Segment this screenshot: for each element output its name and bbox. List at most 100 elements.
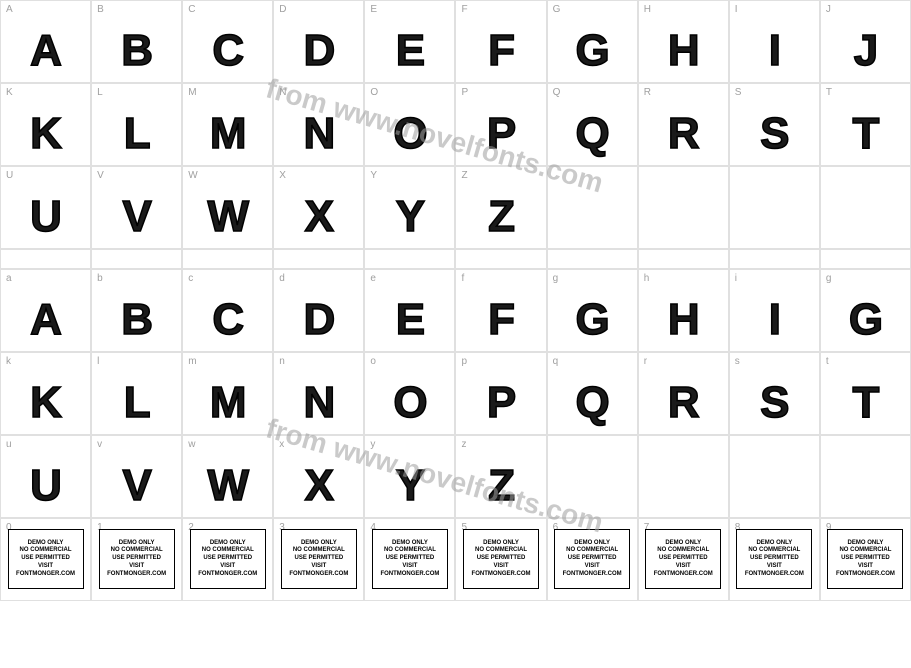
- glyph-cell: xX: [273, 435, 364, 518]
- glyph-cell: 4DEMO ONLYNO COMMERCIALUSE PERMITTEDVISI…: [364, 518, 455, 601]
- glyph-cell: 6DEMO ONLYNO COMMERCIALUSE PERMITTEDVISI…: [547, 518, 638, 601]
- glyph-display: I: [769, 26, 780, 76]
- glyph-cell: nN: [273, 352, 364, 435]
- glyph-cell-label: m: [188, 356, 196, 367]
- glyph-display: K: [30, 109, 61, 159]
- demo-notice-box: DEMO ONLYNO COMMERCIALUSE PERMITTEDVISIT…: [99, 529, 175, 589]
- demo-notice-line: VISIT: [830, 563, 900, 571]
- glyph-cell: 0DEMO ONLYNO COMMERCIALUSE PERMITTEDVISI…: [0, 518, 91, 601]
- glyph-cell-label: t: [826, 356, 829, 367]
- glyph-cell-label: k: [6, 356, 11, 367]
- glyph-cell: kK: [0, 352, 91, 435]
- glyph-cell: 7DEMO ONLYNO COMMERCIALUSE PERMITTEDVISI…: [638, 518, 729, 601]
- glyph-cell-label: v: [97, 439, 102, 450]
- glyph-cell-label: U: [6, 170, 13, 181]
- spacer-cell: [0, 249, 91, 269]
- demo-notice-line: DEMO ONLY: [284, 540, 354, 548]
- spacer-cell: [638, 249, 729, 269]
- glyph-display: A: [30, 295, 61, 345]
- glyph-cell: tT: [820, 352, 911, 435]
- glyph-display: O: [393, 109, 426, 159]
- glyph-display: G: [576, 26, 609, 76]
- glyph-cell: [820, 166, 911, 249]
- glyph-cell-label: g: [826, 273, 832, 284]
- demo-notice-box: DEMO ONLYNO COMMERCIALUSE PERMITTEDVISIT…: [827, 529, 903, 589]
- glyph-display: E: [396, 26, 424, 76]
- demo-notice-box: DEMO ONLYNO COMMERCIALUSE PERMITTEDVISIT…: [736, 529, 812, 589]
- glyph-cell-label: W: [188, 170, 197, 181]
- glyph-cell: HH: [638, 0, 729, 83]
- glyph-cell: OO: [364, 83, 455, 166]
- glyph-cell: TT: [820, 83, 911, 166]
- glyph-display: R: [668, 109, 699, 159]
- spacer-cell: [547, 249, 638, 269]
- glyph-display: B: [121, 26, 152, 76]
- glyph-cell: RR: [638, 83, 729, 166]
- glyph-cell: sS: [729, 352, 820, 435]
- demo-notice-box: DEMO ONLYNO COMMERCIALUSE PERMITTEDVISIT…: [8, 529, 84, 589]
- demo-notice-line: DEMO ONLY: [557, 540, 627, 548]
- glyph-cell-label: i: [735, 273, 737, 284]
- glyph-cell: [638, 166, 729, 249]
- demo-notice-line: VISIT: [375, 563, 445, 571]
- glyph-cell: lL: [91, 352, 182, 435]
- glyph-cell-label: f: [461, 273, 464, 284]
- glyph-display: F: [488, 26, 514, 76]
- glyph-cell-label: c: [188, 273, 193, 284]
- glyph-cell: FF: [455, 0, 546, 83]
- glyph-display: C: [212, 26, 243, 76]
- glyph-cell-label: E: [370, 4, 377, 15]
- glyph-cell: BB: [91, 0, 182, 83]
- demo-notice-line: FONTMONGER.COM: [375, 571, 445, 579]
- glyph-cell: SS: [729, 83, 820, 166]
- glyph-cell: II: [729, 0, 820, 83]
- glyph-display: T: [852, 378, 878, 428]
- glyph-display: N: [303, 378, 334, 428]
- glyph-cell: NN: [273, 83, 364, 166]
- demo-notice-line: FONTMONGER.COM: [284, 571, 354, 579]
- glyph-cell: UU: [0, 166, 91, 249]
- demo-notice-line: FONTMONGER.COM: [466, 571, 536, 579]
- glyph-cell-label: I: [735, 4, 738, 15]
- glyph-display: G: [849, 295, 882, 345]
- glyph-cell: uU: [0, 435, 91, 518]
- glyph-cell: zZ: [455, 435, 546, 518]
- glyph-cell-label: s: [735, 356, 740, 367]
- glyph-display: M: [210, 109, 246, 159]
- demo-notice-box: DEMO ONLYNO COMMERCIALUSE PERMITTEDVISIT…: [463, 529, 539, 589]
- glyph-cell: AA: [0, 0, 91, 83]
- spacer-cell: [455, 249, 546, 269]
- glyph-cell-label: u: [6, 439, 12, 450]
- glyph-cell-label: e: [370, 273, 376, 284]
- glyph-cell: [729, 166, 820, 249]
- demo-notice-line: NO COMMERCIAL: [830, 547, 900, 555]
- glyph-display: F: [488, 295, 514, 345]
- demo-notice-line: FONTMONGER.COM: [193, 571, 263, 579]
- glyph-display: C: [212, 295, 243, 345]
- glyph-cell: 8DEMO ONLYNO COMMERCIALUSE PERMITTEDVISI…: [729, 518, 820, 601]
- glyph-cell-label: d: [279, 273, 285, 284]
- demo-notice-line: DEMO ONLY: [830, 540, 900, 548]
- glyph-display: T: [852, 109, 878, 159]
- glyph-cell-label: G: [553, 4, 561, 15]
- glyph-cell: yY: [364, 435, 455, 518]
- demo-notice-line: FONTMONGER.COM: [648, 571, 718, 579]
- glyph-cell: eE: [364, 269, 455, 352]
- glyph-cell-label: O: [370, 87, 378, 98]
- glyph-cell: mM: [182, 352, 273, 435]
- spacer-cell: [273, 249, 364, 269]
- glyph-cell-label: K: [6, 87, 13, 98]
- glyph-display: J: [854, 26, 877, 76]
- glyph-cell-label: r: [644, 356, 647, 367]
- demo-notice-line: NO COMMERCIAL: [739, 547, 809, 555]
- glyph-cell-label: w: [188, 439, 195, 450]
- glyph-cell-label: g: [553, 273, 559, 284]
- glyph-cell: aA: [0, 269, 91, 352]
- glyph-cell: PP: [455, 83, 546, 166]
- glyph-display: D: [303, 295, 334, 345]
- glyph-display: X: [305, 192, 333, 242]
- demo-notice-line: DEMO ONLY: [648, 540, 718, 548]
- glyph-display: P: [487, 378, 515, 428]
- glyph-cell: VV: [91, 166, 182, 249]
- glyph-display: Z: [488, 192, 514, 242]
